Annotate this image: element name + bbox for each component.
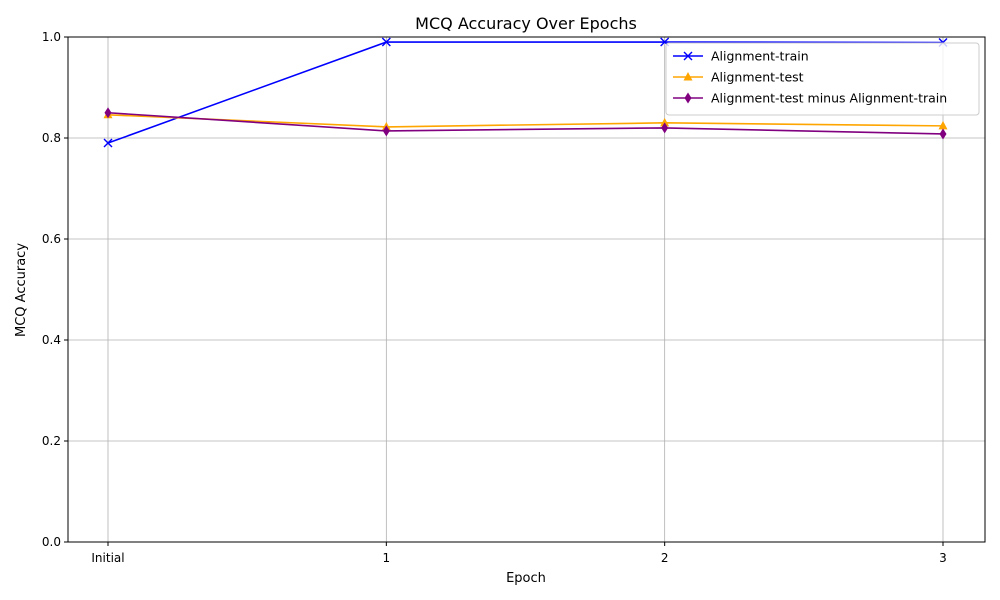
series-layer — [103, 37, 948, 148]
x-axis-label: Epoch — [506, 571, 546, 586]
x-tick-label: 2 — [661, 551, 669, 565]
marker-stroke — [103, 138, 113, 148]
data-point — [938, 120, 948, 130]
legend-label: Alignment-test minus Alignment-train — [711, 91, 947, 106]
y-tick-label: 0.0 — [42, 535, 61, 549]
series-3 — [104, 107, 947, 140]
legend-marker — [684, 92, 692, 104]
axis-ticks: Initial 1 2 3 0.0 0.2 0.4 0.6 0.8 1.0 — [42, 30, 947, 565]
marker-stroke — [381, 37, 391, 47]
legend: Alignment-train Alignment-test Alignment-t… — [665, 42, 980, 116]
data-point — [103, 138, 113, 148]
y-tick-label: 0.6 — [42, 232, 61, 246]
data-point — [939, 128, 947, 140]
legend-marker — [683, 72, 693, 81]
legend-label: Alignment-train — [711, 49, 809, 64]
data-point — [660, 117, 670, 127]
marker-stroke — [660, 37, 670, 47]
y-tick-label: 0.2 — [42, 434, 61, 448]
y-tick-label: 0.8 — [42, 131, 61, 145]
series-line — [107, 113, 944, 128]
data-point — [104, 107, 112, 119]
x-tick-label: 3 — [939, 551, 947, 565]
data-point — [661, 122, 669, 134]
data-point — [382, 125, 390, 137]
series-line — [107, 111, 944, 135]
legend-label: Alignment-test — [711, 70, 804, 85]
chart-title: MCQ Accuracy Over Epochs — [415, 14, 637, 33]
plot-frame — [67, 36, 986, 543]
y-tick-label: 1.0 — [42, 30, 61, 44]
marker-stroke — [683, 51, 693, 61]
y-axis-label: MCQ Accuracy — [14, 243, 29, 337]
legend-marker — [683, 51, 693, 61]
data-point — [381, 37, 391, 47]
y-tick-label: 0.4 — [42, 333, 61, 347]
series-line — [107, 41, 944, 144]
legend-box — [665, 42, 980, 116]
x-tick-label: Initial — [91, 551, 124, 565]
x-tick-label: 1 — [383, 551, 391, 565]
